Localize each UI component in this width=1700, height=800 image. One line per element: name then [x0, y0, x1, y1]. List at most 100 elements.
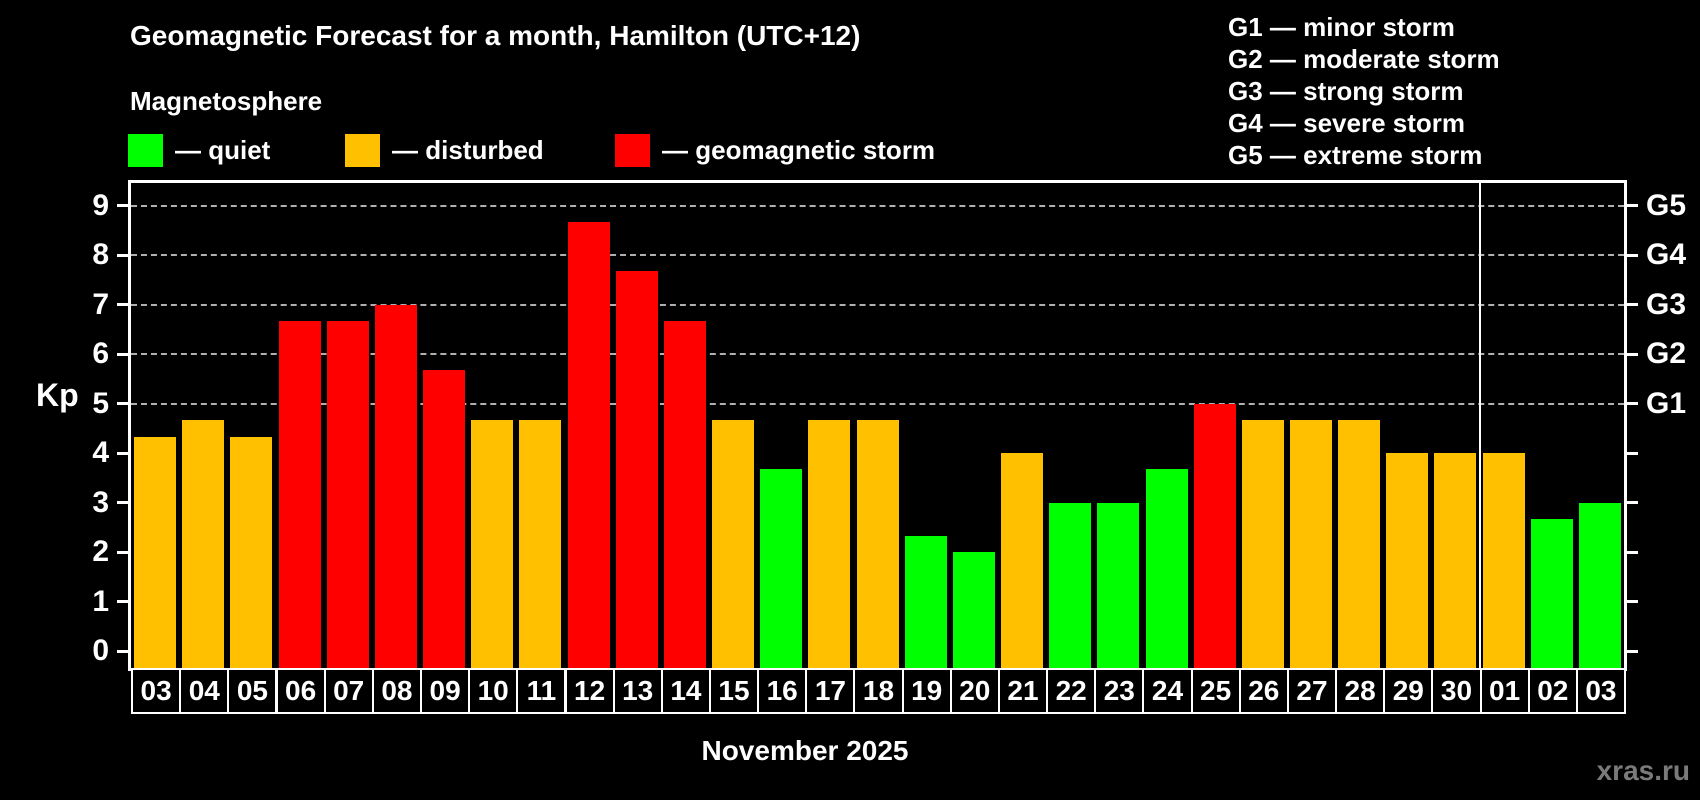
day-cell: 03: [131, 668, 182, 714]
y-tick-label: 0: [92, 634, 109, 667]
watermark: xras.ru: [1596, 755, 1690, 786]
right-tick: [1624, 649, 1638, 653]
right-tick: [1624, 402, 1638, 405]
day-cell: 14: [660, 668, 711, 714]
right-tick: [1624, 204, 1638, 207]
day-cell: 03: [1575, 668, 1626, 714]
kp-bar: [519, 419, 562, 668]
day-cell: 15: [708, 668, 760, 714]
g-scale-legend: G1 — minor storm G2 — moderate storm G3 …: [1228, 11, 1500, 171]
g-level-label: G1: [1646, 386, 1687, 420]
kp-bar: [1338, 419, 1381, 668]
day-cell: 09: [420, 668, 471, 714]
legend-label-disturbed: — disturbed: [392, 134, 544, 165]
y-tick-label: 1: [92, 584, 109, 618]
right-tick: [1624, 451, 1638, 455]
left-tick: [117, 501, 131, 504]
kp-bar: [1241, 419, 1284, 668]
g-legend-line-g3: G3 — strong storm: [1228, 76, 1464, 106]
g-legend-line-g5: G5 — extreme storm: [1228, 140, 1483, 170]
kp-bar: [1386, 453, 1429, 668]
y-tick-label: 3: [92, 485, 109, 519]
gridline: [131, 204, 1624, 207]
quiet-color-swatch: [128, 133, 163, 167]
g-legend-line-g4: G4 — severe storm: [1228, 108, 1466, 138]
g-level-label: G2: [1646, 337, 1687, 370]
g-level-label: G5: [1646, 188, 1687, 222]
day-cell: 04: [179, 668, 230, 714]
kp-bar: [712, 419, 754, 668]
kp-bar: [326, 320, 369, 668]
y-tick-label: 7: [92, 287, 109, 321]
y-tick-label: 6: [92, 337, 109, 370]
day-cell: 30: [1431, 668, 1482, 714]
right-tick: [1624, 303, 1638, 306]
kp-bar: [904, 535, 947, 668]
kp-bar: [760, 469, 803, 668]
left-tick: [117, 451, 131, 455]
kp-bar: [1145, 469, 1188, 668]
day-cell: 08: [371, 668, 422, 714]
kp-bar: [182, 419, 225, 668]
day-cell: 23: [1094, 668, 1145, 714]
day-cell: 07: [323, 668, 374, 714]
kp-bar: [808, 419, 851, 668]
day-cell: 17: [805, 668, 856, 714]
kp-bar: [471, 419, 514, 668]
day-cell: 01: [1479, 668, 1530, 714]
day-cell: 20: [949, 668, 1000, 714]
gridline: [131, 402, 1624, 405]
kp-bar: [856, 419, 899, 668]
page-title: Geomagnetic Forecast for a month, Hamilt…: [130, 20, 861, 51]
kp-bar: [374, 304, 417, 668]
kp-bar: [1193, 403, 1236, 668]
day-cell: 29: [1383, 668, 1434, 714]
legend-label-storm: — geomagnetic storm: [662, 134, 936, 165]
g-level-label: G4: [1646, 238, 1687, 271]
legend-item-disturbed: — disturbed: [345, 131, 544, 169]
day-cell: 05: [227, 668, 278, 714]
day-cell: 18: [853, 668, 904, 714]
kp-bar: [230, 436, 273, 668]
left-tick: [117, 303, 131, 306]
disturbed-color-swatch: [345, 133, 380, 167]
kp-bar: [1097, 502, 1140, 668]
day-cell: 25: [1190, 668, 1241, 714]
day-cell: 13: [612, 668, 663, 714]
y-axis-title: Kp: [36, 377, 79, 413]
kp-bar: [423, 370, 465, 668]
left-tick: [117, 352, 131, 356]
y-tick-label: 2: [92, 535, 109, 568]
y-tick-label: 4: [92, 436, 109, 469]
storm-color-swatch: [615, 133, 650, 167]
right-tick: [1624, 352, 1638, 356]
kp-bar: [1434, 453, 1477, 668]
legend-label-quiet: — quiet: [175, 134, 271, 165]
day-cell: 28: [1335, 668, 1386, 714]
y-tick-label: 9: [92, 188, 109, 222]
day-cell: 10: [468, 668, 519, 714]
legend-item-storm: — geomagnetic storm: [615, 131, 935, 169]
kp-bar: [1578, 502, 1621, 668]
kp-bar: [1482, 453, 1525, 668]
g-legend-line-g2: G2 — moderate storm: [1228, 44, 1500, 74]
kp-bar: [567, 221, 610, 668]
left-tick: [117, 550, 131, 554]
day-cell: 16: [757, 668, 808, 714]
day-cell: 02: [1527, 668, 1578, 714]
month-separator-line: [1478, 183, 1481, 668]
plot-frame: [128, 180, 1627, 671]
legend-item-quiet: — quiet: [128, 131, 270, 169]
kp-bar: [278, 320, 321, 668]
g-level-label: G3: [1646, 287, 1687, 321]
day-cell: 26: [1238, 668, 1289, 714]
y-tick-label: 5: [92, 386, 109, 420]
g-legend-line-g1: G1 — minor storm: [1228, 12, 1455, 42]
kp-bar: [1290, 419, 1332, 668]
right-tick: [1624, 600, 1638, 603]
day-cell: 27: [1286, 668, 1338, 714]
day-cell: 11: [516, 668, 567, 714]
kp-bar: [1049, 502, 1092, 668]
day-cell: 06: [275, 668, 326, 714]
